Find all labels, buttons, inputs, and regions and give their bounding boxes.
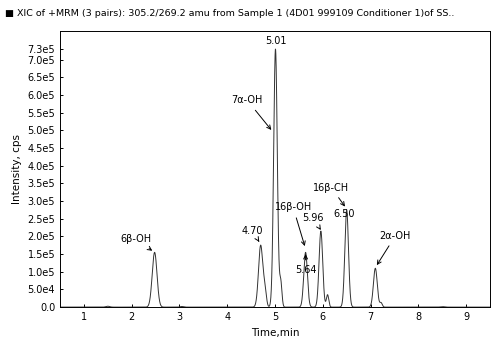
X-axis label: Time,min: Time,min	[251, 328, 299, 337]
Text: 5.96: 5.96	[302, 213, 324, 229]
Text: 7α-OH: 7α-OH	[232, 95, 270, 129]
Text: 5.01: 5.01	[264, 36, 286, 46]
Text: 5.64: 5.64	[295, 255, 316, 275]
Y-axis label: Intensity, cps: Intensity, cps	[12, 134, 22, 204]
Text: ■ XIC of +MRM (3 pairs): 305.2/269.2 amu from Sample 1 (4D01 999109 Conditioner : ■ XIC of +MRM (3 pairs): 305.2/269.2 amu…	[5, 9, 454, 18]
Text: 2α-OH: 2α-OH	[378, 231, 411, 264]
Text: 4.70: 4.70	[242, 226, 264, 242]
Text: 6β-OH: 6β-OH	[120, 234, 152, 250]
Text: 16β-CH: 16β-CH	[314, 183, 350, 206]
Text: 16β-OH: 16β-OH	[274, 202, 312, 245]
Text: 6.50: 6.50	[333, 209, 354, 219]
